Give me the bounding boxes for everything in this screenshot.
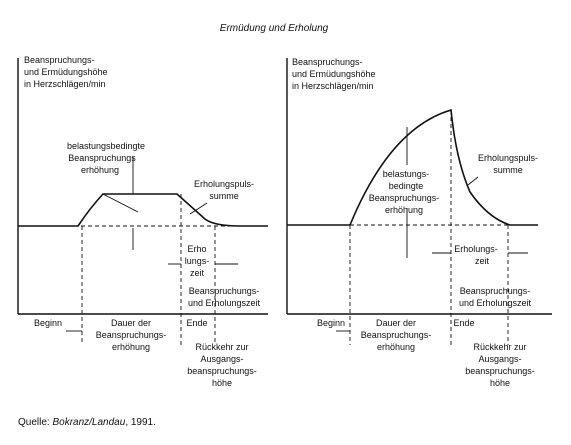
- left-ylabel-line-2: und Ermüdungshöhe: [24, 67, 108, 77]
- source-authors: Bokranz/Landau: [52, 417, 125, 428]
- left-dauer-2: Beanspruchungs-: [96, 330, 167, 340]
- left-ylabel-line-1: Beanspruchungs-: [24, 55, 95, 65]
- right-recovery-time-2: zeit: [475, 256, 490, 266]
- left-load-label-1: belastungsbedingte: [67, 141, 145, 151]
- right-dauer-1: Dauer der: [376, 318, 416, 328]
- right-recovery-time-1: Erholungs-: [454, 244, 498, 254]
- left-load-pointer: [102, 193, 139, 213]
- left-dauer-1: Dauer der: [111, 318, 151, 328]
- right-load-label-4: erhöhung: [385, 205, 423, 215]
- left-load-curve: [18, 193, 268, 227]
- source-note: Quelle: Bokranz/Landau, 1991.: [18, 417, 156, 428]
- left-ende-label: Ende: [186, 318, 207, 328]
- left-return-2: Ausgangs-: [200, 354, 243, 364]
- figure-title: Ermüdung und Erholung: [220, 23, 329, 34]
- right-return-4: höhe: [490, 378, 510, 388]
- left-panel: Beanspruchungs- und Ermüdungshöhe in Her…: [17, 55, 268, 388]
- left-dauer-3: erhöhung: [112, 342, 150, 352]
- right-ende-label: Ende: [453, 318, 474, 328]
- left-recovery-sum-pointer: [189, 202, 208, 215]
- source-prefix: Quelle:: [18, 417, 52, 428]
- left-return-4: höhe: [212, 378, 232, 388]
- right-recovery-sum-pointer: [467, 176, 479, 186]
- left-ylabel-line-3: in Herzschlägen/min: [24, 79, 106, 89]
- left-combined-time-2: und Erholungszeit: [188, 298, 261, 308]
- right-ylabel-line-2: und Ermüdungshöhe: [292, 69, 376, 79]
- left-recovery-sum-2: summe: [209, 191, 239, 201]
- right-combined-time-1: Beanspruchungs-: [460, 286, 531, 296]
- left-recovery-time-2: lungs-: [185, 256, 210, 266]
- right-recovery-sum-2: summe: [493, 165, 523, 175]
- left-load-label-2: Beanspruchungs: [68, 153, 136, 163]
- left-recovery-time-1: Erho: [187, 244, 206, 254]
- right-load-label-2: bedingte: [389, 181, 424, 191]
- left-return-3: beanspruchungs-: [187, 366, 257, 376]
- left-recovery-time-3: zeit: [190, 268, 205, 278]
- left-beginn-label: Beginn: [34, 318, 62, 328]
- source-year: , 1991.: [125, 417, 156, 428]
- right-ylabel-line-3: in Herzschlägen/min: [292, 81, 374, 91]
- right-recovery-sum-1: Erholungspuls-: [478, 153, 538, 163]
- right-load-label-3: Beanspruchungs-: [369, 193, 440, 203]
- right-panel: Beanspruchungs- und Ermüdungshöhe in Her…: [286, 57, 552, 388]
- right-load-curve: [287, 108, 538, 226]
- right-ylabel-line-1: Beanspruchungs-: [292, 57, 363, 67]
- left-load-label-3: erhöhung: [81, 165, 119, 175]
- right-return-2: Ausgangs-: [478, 354, 521, 364]
- left-recovery-sum-1: Erholungspuls-: [194, 179, 254, 189]
- right-dauer-2: Beanspruchungs-: [361, 330, 432, 340]
- right-return-3: beanspruchungs-: [465, 366, 535, 376]
- right-combined-time-2: und Erholungszeit: [459, 298, 532, 308]
- right-load-label-1: belastungs-: [383, 169, 430, 179]
- left-return-1: Rückkehr zur: [195, 342, 248, 352]
- right-return-1: Rückkehr zur: [473, 342, 526, 352]
- right-beginn-label: Beginn: [317, 318, 345, 328]
- left-combined-time-1: Beanspruchungs-: [189, 286, 260, 296]
- right-dauer-3: erhöhung: [377, 342, 415, 352]
